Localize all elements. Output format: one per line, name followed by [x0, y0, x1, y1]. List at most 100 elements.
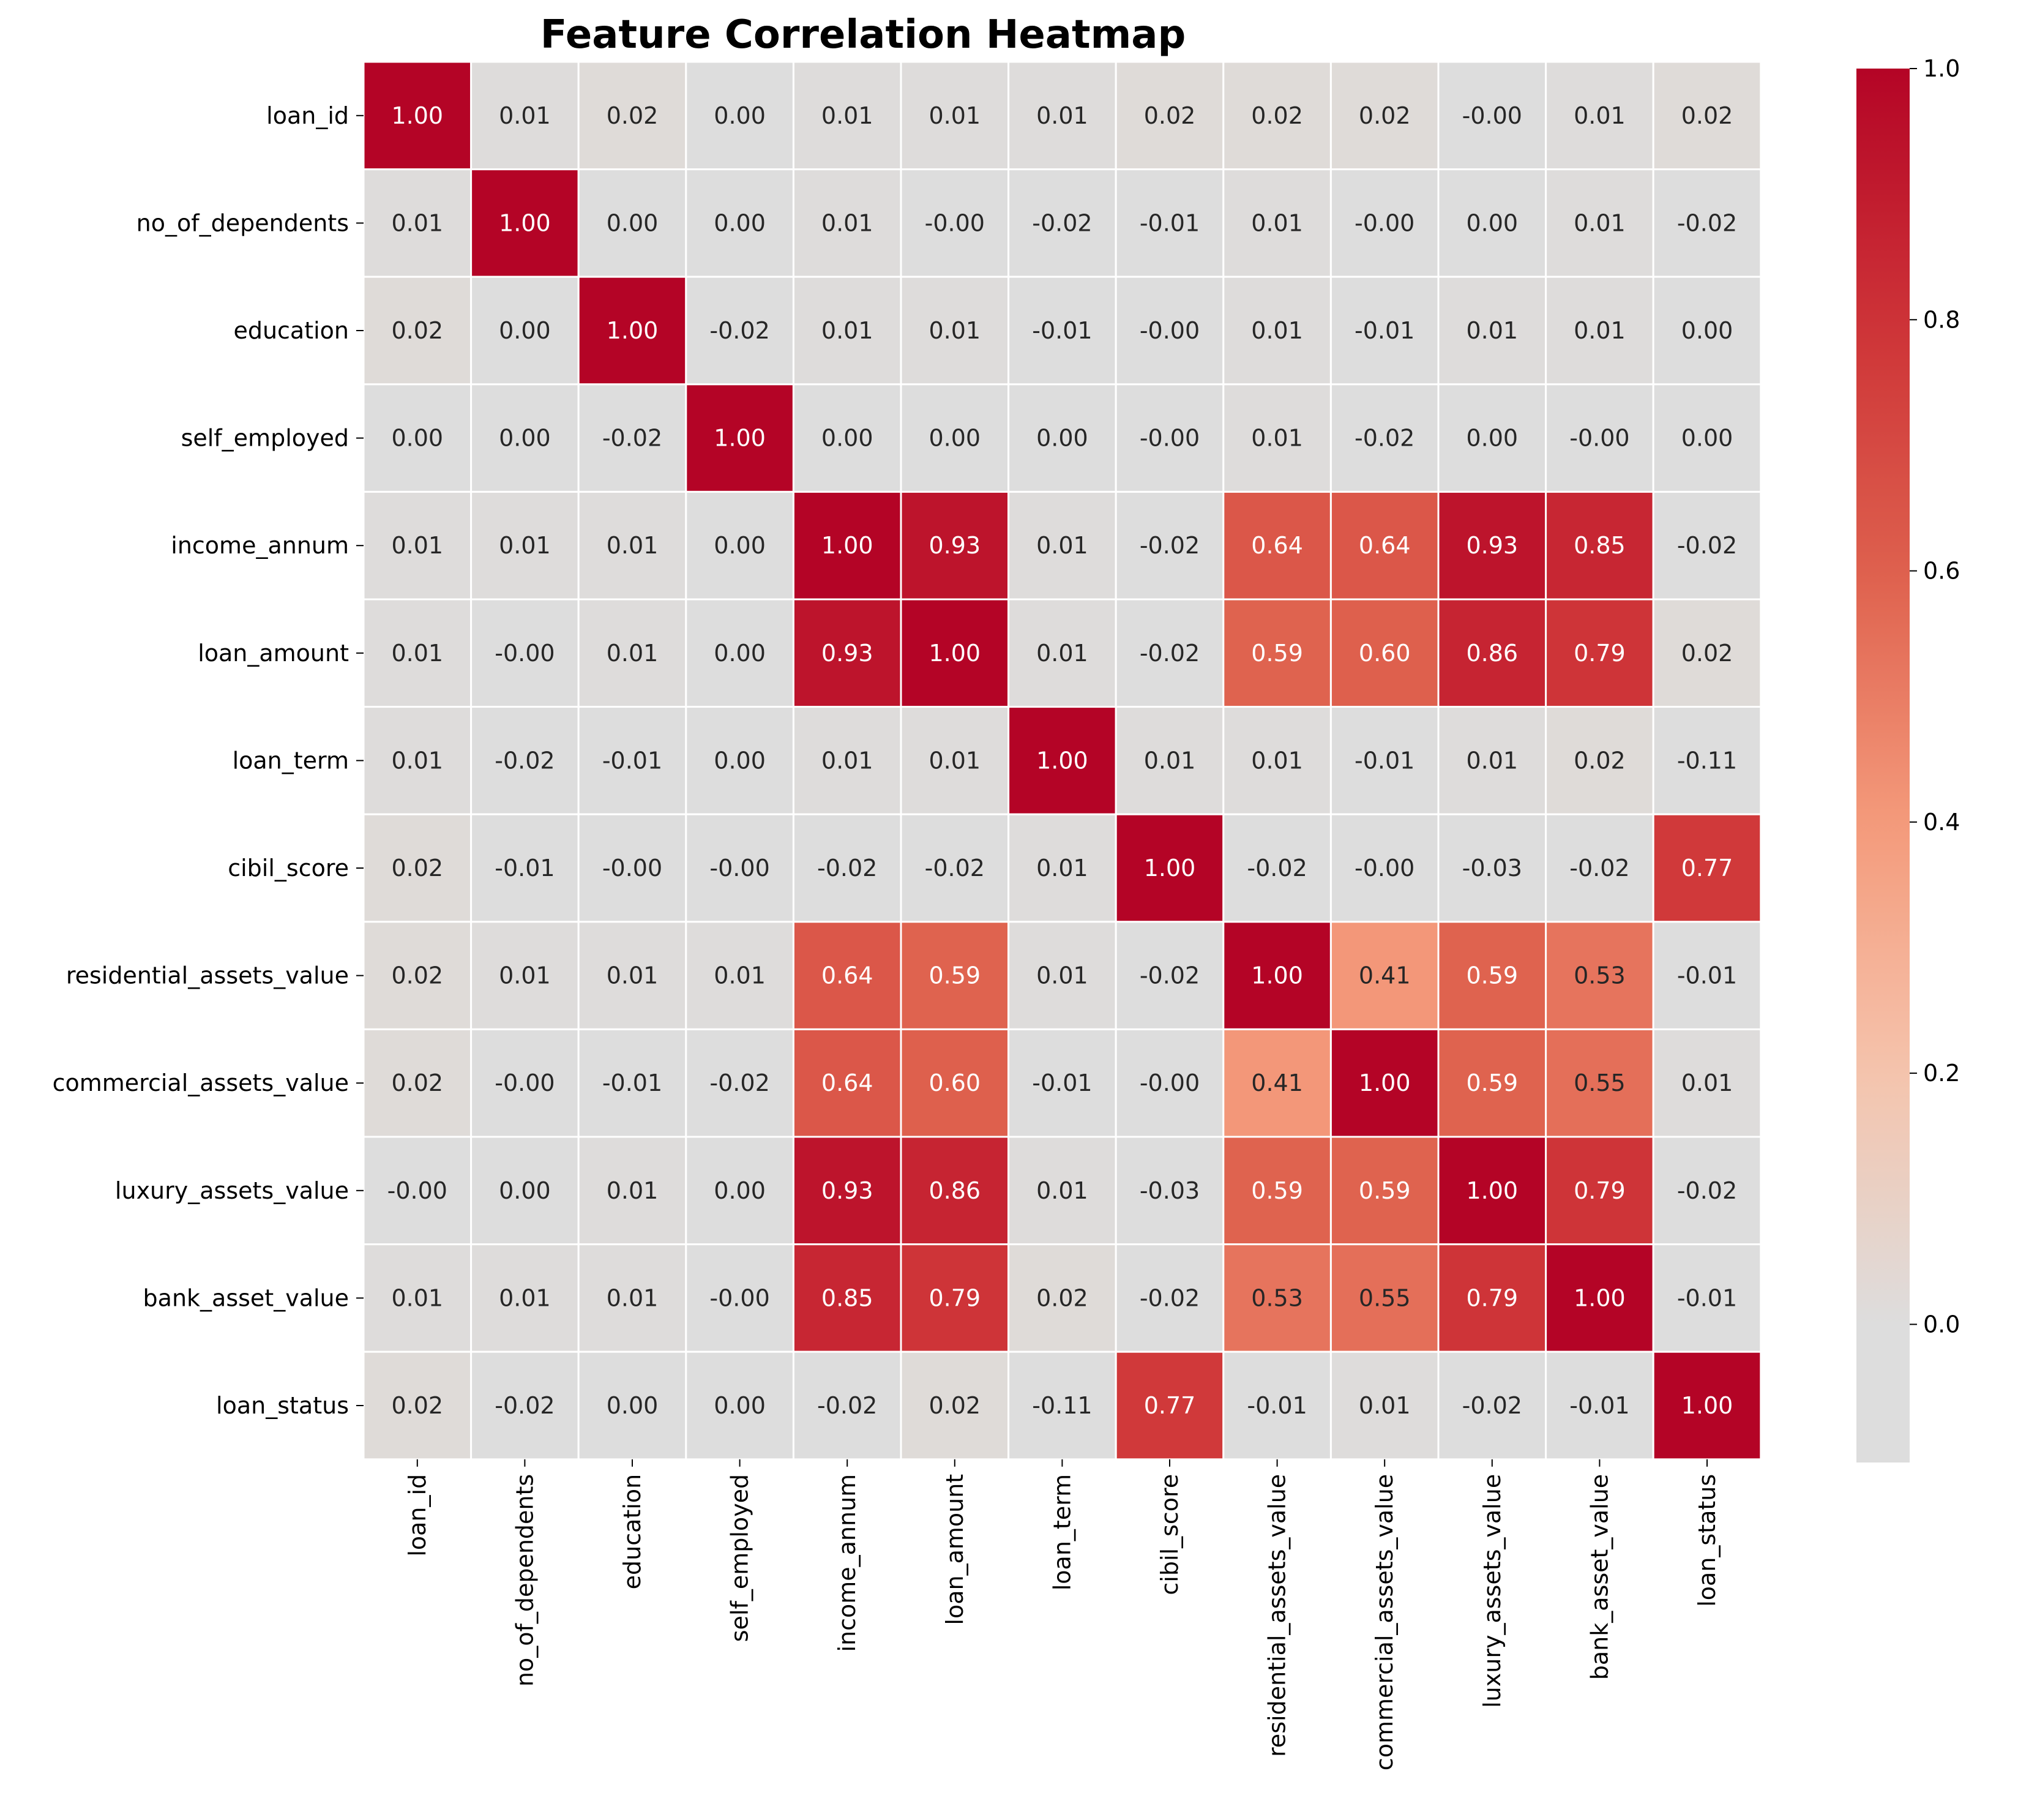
y-tick-label: loan_amount — [198, 640, 349, 667]
heatmap-cell — [470, 490, 580, 601]
heatmap-cell — [1437, 706, 1547, 815]
cell-value-label: 1.00 — [1359, 1069, 1411, 1096]
cell-value-label: 0.02 — [929, 1392, 981, 1419]
cell-value-label: 0.01 — [607, 962, 659, 989]
heatmap-cell — [900, 1136, 1010, 1246]
heatmap-cell — [792, 813, 902, 923]
cell-value-label: 0.59 — [1466, 962, 1518, 989]
heatmap-cell — [1545, 921, 1654, 1030]
heatmap-cell — [1222, 168, 1332, 278]
y-tick-label: loan_status — [216, 1392, 349, 1419]
heatmap-cell — [577, 61, 687, 171]
heatmap-cell — [470, 383, 580, 493]
cell-value-label: 0.00 — [929, 425, 981, 452]
x-tick-label: loan_id — [404, 1474, 431, 1557]
heatmap-cell — [470, 813, 580, 923]
cell-value-label: 0.01 — [1251, 209, 1303, 236]
heatmap-cell — [1329, 383, 1440, 493]
cell-value-label: 0.01 — [929, 747, 981, 774]
cell-value-label: 0.02 — [1681, 102, 1733, 129]
cell-value-label: 0.85 — [1574, 532, 1626, 559]
heatmap-cell — [1007, 490, 1117, 601]
heatmap-cell — [1222, 813, 1332, 923]
heatmap-cell — [1222, 1028, 1332, 1138]
heatmap-cell — [1115, 490, 1225, 601]
cell-value-label: 0.01 — [1681, 1069, 1733, 1096]
cell-value-label: 0.02 — [1681, 640, 1733, 667]
cell-value-label: 0.02 — [391, 1392, 443, 1419]
cell-value-label: 0.01 — [1251, 425, 1303, 452]
heatmap-cell — [1437, 598, 1547, 708]
heatmap-cell — [685, 1350, 794, 1461]
cell-value-label: 0.01 — [821, 747, 873, 774]
heatmap-cell — [1545, 813, 1654, 923]
cell-value-label: 0.60 — [1359, 640, 1411, 667]
cell-value-label: 0.00 — [1681, 317, 1733, 344]
cell-value-label: -0.02 — [495, 1392, 555, 1419]
cell-value-label: 0.01 — [391, 532, 443, 559]
heatmap-cell — [1222, 275, 1332, 386]
cell-value-label: 0.00 — [714, 532, 766, 559]
heatmap-cell — [1545, 275, 1654, 386]
heatmap-cell — [1222, 921, 1332, 1030]
heatmap-cell — [1007, 1136, 1117, 1246]
cell-value-label: 0.00 — [714, 1392, 766, 1419]
cell-value-label: -0.02 — [1462, 1392, 1522, 1419]
cell-value-label: -0.02 — [925, 855, 985, 882]
heatmap-cell — [1437, 490, 1547, 601]
cell-value-label: 0.01 — [391, 640, 443, 667]
cell-value-label: 0.01 — [499, 962, 551, 989]
heatmap-cell — [470, 598, 580, 708]
cell-value-label: -0.00 — [1355, 855, 1414, 882]
cell-value-label: 0.55 — [1359, 1284, 1411, 1311]
heatmap-cell — [1652, 921, 1762, 1030]
heatmap-cell — [1652, 706, 1762, 815]
cell-value-label: 0.64 — [1359, 532, 1411, 559]
cell-value-label: 0.77 — [1681, 855, 1733, 882]
cell-value-label: 0.00 — [714, 102, 766, 129]
cell-value-label: 1.00 — [1144, 855, 1196, 882]
cell-value-label: -0.00 — [1355, 209, 1414, 236]
colorbar: 0.0 0.2 0.4 0.6 0.8 1.0 — [1856, 55, 1960, 1462]
colorbar-tick-label: 0.2 — [1923, 1060, 1960, 1087]
heatmap-cell — [362, 1243, 473, 1353]
y-tick-label: no_of_dependents — [136, 209, 349, 236]
cell-value-label: -0.11 — [1677, 747, 1737, 774]
cell-value-label: 0.41 — [1251, 1069, 1303, 1096]
heatmap-cell — [1007, 706, 1117, 815]
chart-title: Feature Correlation Heatmap — [540, 12, 1186, 58]
y-tick-label: residential_assets_value — [66, 962, 349, 989]
heatmap-cell — [900, 1028, 1010, 1138]
heatmap-cell — [685, 168, 794, 278]
cell-value-label: 0.01 — [1036, 855, 1088, 882]
cell-value-label: 0.64 — [1251, 532, 1303, 559]
y-tick-label: commercial_assets_value — [53, 1069, 349, 1096]
heatmap-cell — [470, 706, 580, 815]
cell-value-label: -0.01 — [1355, 747, 1414, 774]
heatmap-cell — [1652, 1028, 1762, 1138]
x-tick-label: cibil_score — [1156, 1474, 1183, 1595]
heatmap-cell — [1545, 1350, 1654, 1461]
heatmap-cell — [1545, 1136, 1654, 1246]
heatmap-cell — [1115, 921, 1225, 1030]
cell-value-label: -0.00 — [602, 855, 662, 882]
heatmap-cell — [1437, 1028, 1547, 1138]
cell-value-label: 0.01 — [1251, 317, 1303, 344]
heatmap-cell — [1329, 490, 1440, 601]
heatmap-cell — [577, 168, 687, 278]
heatmap-cell — [470, 1136, 580, 1246]
cell-value-label: 0.93 — [821, 1177, 873, 1204]
y-tick-labels: loan_id no_of_dependents education self_emp… — [53, 102, 364, 1419]
heatmap-cell — [470, 1028, 580, 1138]
x-tick-label: self_employed — [727, 1474, 753, 1642]
colorbar-gradient — [1856, 69, 1910, 1462]
cell-value-label: -0.02 — [1677, 532, 1737, 559]
cell-value-label: -0.02 — [1140, 1284, 1200, 1311]
cell-value-label: -0.00 — [709, 855, 769, 882]
cell-value-label: 0.01 — [1466, 747, 1518, 774]
cell-value-label: -0.00 — [925, 209, 985, 236]
cell-value-label: 0.00 — [714, 1177, 766, 1204]
cell-value-label: 0.01 — [1036, 102, 1088, 129]
cell-value-label: 0.00 — [391, 425, 443, 452]
cell-value-label: -0.00 — [1140, 1069, 1200, 1096]
